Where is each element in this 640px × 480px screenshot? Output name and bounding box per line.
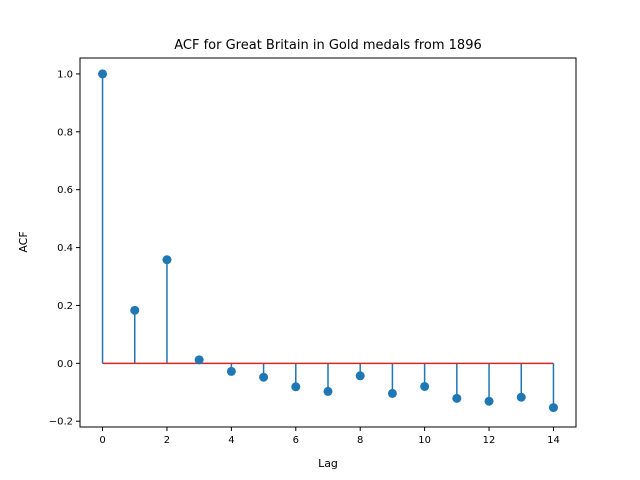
y-tick-label: 1.0	[57, 69, 73, 80]
x-tick-label: 6	[293, 435, 299, 446]
data-point-lag-6	[291, 382, 301, 392]
data-point-lag-12	[484, 396, 494, 406]
y-tick-label: 0.6	[57, 185, 73, 196]
plot-frame	[79, 57, 577, 428]
plot-area	[98, 69, 558, 413]
data-point-lag-13	[516, 392, 526, 402]
data-point-lag-14	[548, 403, 558, 413]
y-tick-label: 0.8	[57, 127, 73, 138]
y-tick-label: 0.4	[57, 243, 73, 254]
x-tick-label: 2	[164, 435, 170, 446]
data-point-lag-4	[226, 366, 236, 376]
y-axis-label: ACF	[17, 231, 30, 252]
y-tick-label: 0.0	[57, 359, 73, 370]
data-point-lag-0	[98, 69, 108, 79]
x-tick-label: 8	[357, 435, 363, 446]
data-point-lag-10	[420, 381, 430, 391]
data-point-lag-5	[259, 372, 269, 382]
x-tick-label: 10	[418, 435, 431, 446]
data-point-lag-7	[323, 386, 333, 396]
y-tick-label: −0.2	[49, 417, 73, 428]
y-axis-ticks: −0.2 0.0 0.2 0.4 0.6 0.8 1.0	[49, 69, 80, 428]
x-tick-label: 4	[228, 435, 234, 446]
data-point-lag-8	[355, 371, 365, 381]
data-point-lag-11	[452, 393, 462, 403]
x-tick-label: 12	[483, 435, 496, 446]
x-tick-label: 0	[99, 435, 105, 446]
data-point-lag-3	[194, 355, 204, 365]
data-point-lag-9	[387, 388, 397, 398]
y-tick-label: 0.2	[57, 301, 73, 312]
x-axis-label: Lag	[318, 457, 338, 470]
x-axis-ticks: 0 2 4 6 8 10 12 14	[99, 427, 560, 446]
data-point-lag-1	[130, 305, 140, 315]
data-point-lag-2	[162, 255, 172, 265]
chart-title: ACF for Great Britain in Gold medals fro…	[174, 38, 481, 53]
x-tick-label: 14	[547, 435, 560, 446]
